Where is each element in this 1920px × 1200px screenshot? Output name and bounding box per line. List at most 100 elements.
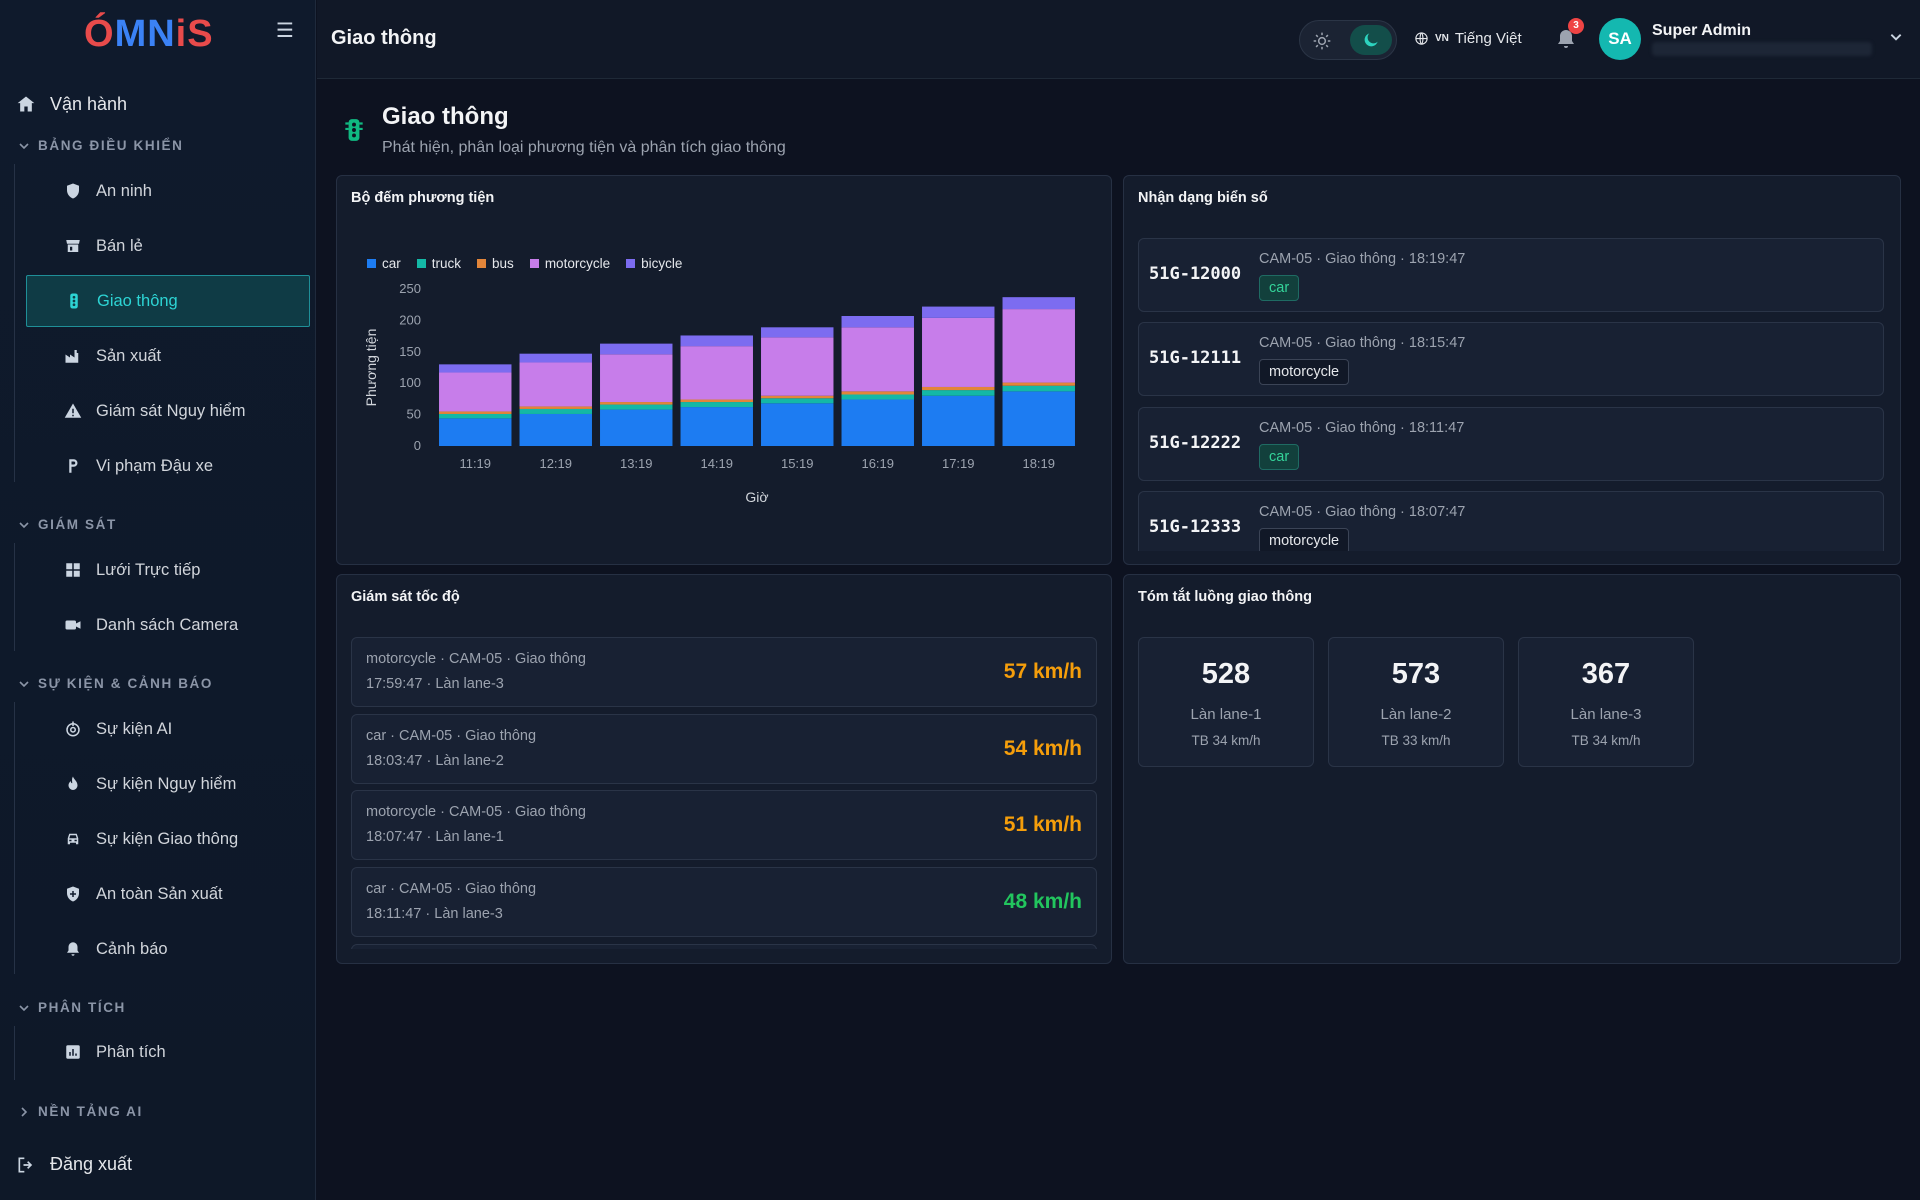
notifications-button[interactable]: 3 [1554, 18, 1584, 52]
chevron-down-icon [19, 680, 29, 687]
x-tick-label: 17:19 [942, 456, 975, 471]
logo-part-1: Ó [84, 12, 115, 55]
section-label: BẢNG ĐIỀU KHIỂN [38, 138, 184, 153]
speed-time-lane: 18:11:47 · Làn lane-3 [366, 906, 503, 922]
user-name[interactable]: Super Admin [1652, 22, 1751, 39]
bar-bicycle [439, 364, 512, 373]
sidebar-item-alerts[interactable]: Cảnh báo [26, 923, 310, 975]
speed-row[interactable]: car · CAM-05 · Giao thông 18:11:47 · Làn… [351, 867, 1097, 937]
legend-item-bus[interactable]: bus [477, 256, 514, 271]
plate-row[interactable]: 51G-12333 CAM-05 · Giao thông · 18:07:47… [1138, 491, 1884, 551]
card-title: Nhận dạng biển số [1138, 190, 1268, 206]
chevron-right-icon [21, 1106, 28, 1117]
speed-monitoring-card: Giám sát tốc độ motorcycle · CAM-05 · Gi… [336, 574, 1112, 964]
sidebar-item-operations[interactable]: Vận hành [16, 90, 127, 118]
speed-row[interactable]: motorcycle · CAM-05 · Giao thông 17:59:4… [351, 637, 1097, 707]
bar-motorcycle [680, 346, 753, 400]
bar-truck [680, 402, 753, 408]
omnis-logo[interactable]: Ó MN iS [84, 12, 214, 55]
sidebar-item-live-grid[interactable]: Lưới Trực tiếp [26, 544, 310, 596]
plate-row[interactable]: 51G-12111 CAM-05 · Giao thông · 18:15:47… [1138, 322, 1884, 396]
video-camera-icon [65, 620, 81, 630]
sidebar-item-retail[interactable]: Bán lẻ [26, 220, 310, 272]
bar-bicycle [1002, 297, 1075, 310]
top-header: Giao thông VN Tiếng Việt 3 SA Super Admi… [317, 0, 1920, 79]
vehicle-type-badge: car [1259, 444, 1300, 470]
bar-bus [1002, 382, 1075, 386]
sidebar-item-security[interactable]: An ninh [26, 165, 310, 217]
bar-car [600, 409, 673, 446]
speed-row[interactable]: motorcycle · CAM-05 · Giao thông 18:07:4… [351, 790, 1097, 860]
section-ai-platform[interactable]: NỀN TẢNG AI [18, 1104, 143, 1119]
legend-label: motorcycle [544, 256, 611, 271]
speed-value: 48 km/h [1003, 890, 1082, 913]
ai-radar-icon [66, 721, 80, 737]
sun-icon[interactable] [1312, 31, 1332, 51]
sidebar-item-label: Cảnh báo [96, 939, 168, 958]
dark-mode-button[interactable] [1350, 25, 1392, 55]
section-events-alerts[interactable]: SỰ KIỆN & CẢNH BÁO [18, 676, 213, 691]
language-selector[interactable]: VN Tiếng Việt [1414, 30, 1522, 47]
legend-item-bicycle[interactable]: bicycle [626, 256, 682, 271]
bar-car [680, 407, 753, 446]
bell-icon [1558, 30, 1574, 48]
plate-meta: CAM-05 · Giao thông · 18:11:47 [1259, 420, 1465, 436]
section-monitoring[interactable]: GIÁM SÁT [18, 517, 117, 532]
logout-button[interactable]: Đăng xuất [16, 1154, 132, 1175]
section-label: PHÂN TÍCH [38, 1000, 126, 1015]
sidebar-item-analytics[interactable]: Phân tích [26, 1026, 310, 1078]
sidebar-item-label: An ninh [96, 181, 152, 200]
bar-truck [1002, 385, 1075, 392]
y-tick-label: 0 [414, 438, 421, 453]
legend-item-motorcycle[interactable]: motorcycle [529, 256, 611, 271]
menu-icon[interactable]: ☰ [276, 20, 294, 42]
lane-count: 528 [1201, 658, 1251, 690]
traffic-light-icon [70, 293, 78, 309]
user-email-redacted [1652, 42, 1872, 56]
sidebar-item-hazard-events[interactable]: Sự kiện Nguy hiểm [26, 758, 310, 810]
group-line [14, 164, 15, 482]
speed-row[interactable]: car · CAM-05 · Giao thông 18:03:47 · Làn… [351, 714, 1097, 784]
speed-value: 57 km/h [1003, 660, 1082, 683]
sidebar-item-camera-list[interactable]: Danh sách Camera [26, 599, 310, 651]
card-title: Bộ đếm phương tiện [351, 190, 495, 206]
legend-item-car[interactable]: car [367, 256, 401, 271]
sidebar-item-parking-violation[interactable]: Vi phạm Đậu xe [26, 440, 310, 492]
sidebar-item-manufacturing[interactable]: Sản xuất [26, 330, 310, 382]
sidebar-item-traffic[interactable]: Giao thông [26, 275, 310, 327]
sidebar-item-label: Vận hành [50, 93, 128, 114]
traffic-flow-summary-card: Tóm tắt luồng giao thông 528 Làn lane-1 … [1123, 574, 1901, 964]
plate-number: 51G-12333 [1149, 517, 1242, 537]
plate-list[interactable]: 51G-12000 CAM-05 · Giao thông · 18:19:47… [1124, 238, 1900, 551]
sidebar-item-ai-events[interactable]: Sự kiện AI [26, 703, 310, 755]
sidebar-item-hazard-monitoring[interactable]: Giám sát Nguy hiểm [26, 385, 310, 437]
x-tick-label: 16:19 [861, 456, 894, 471]
sidebar-item-production-safety[interactable]: An toàn Sản xuất [26, 868, 310, 920]
plate-row[interactable]: 51G-12222 CAM-05 · Giao thông · 18:11:47… [1138, 407, 1884, 481]
lane-summary: 573 Làn lane-2 TB 33 km/h [1328, 637, 1504, 767]
plate-meta: CAM-05 · Giao thông · 18:07:47 [1259, 504, 1466, 520]
legend-swatch [626, 259, 636, 268]
bar-car [519, 413, 592, 446]
section-dashboard[interactable]: BẢNG ĐIỀU KHIỂN [18, 138, 184, 153]
speed-source: motorcycle · CAM-05 · Giao thông [366, 804, 586, 820]
language-label: Tiếng Việt [1454, 30, 1522, 47]
x-tick-label: 18:19 [1022, 456, 1055, 471]
x-axis-label: Giờ [745, 489, 768, 505]
legend-swatch [529, 259, 539, 268]
avatar[interactable]: SA [1599, 18, 1641, 60]
legend-label: car [382, 256, 401, 271]
bar-motorcycle [841, 327, 914, 392]
lane-name: Làn lane-2 [1380, 706, 1452, 723]
sidebar-item-label: Sự kiện AI [96, 719, 173, 738]
legend-item-truck[interactable]: truck [416, 256, 461, 271]
chart-icon [66, 1045, 80, 1059]
group-line [14, 1026, 15, 1080]
section-analytics[interactable]: PHÂN TÍCH [18, 1000, 126, 1015]
chevron-down-icon[interactable] [1889, 30, 1903, 44]
speed-list[interactable]: motorcycle · CAM-05 · Giao thông 17:59:4… [337, 637, 1111, 949]
theme-toggle[interactable] [1299, 20, 1397, 60]
plate-row[interactable]: 51G-12000 CAM-05 · Giao thông · 18:19:47… [1138, 238, 1884, 312]
sidebar-item-traffic-events[interactable]: Sự kiện Giao thông [26, 813, 310, 865]
logout-icon [18, 1157, 33, 1172]
